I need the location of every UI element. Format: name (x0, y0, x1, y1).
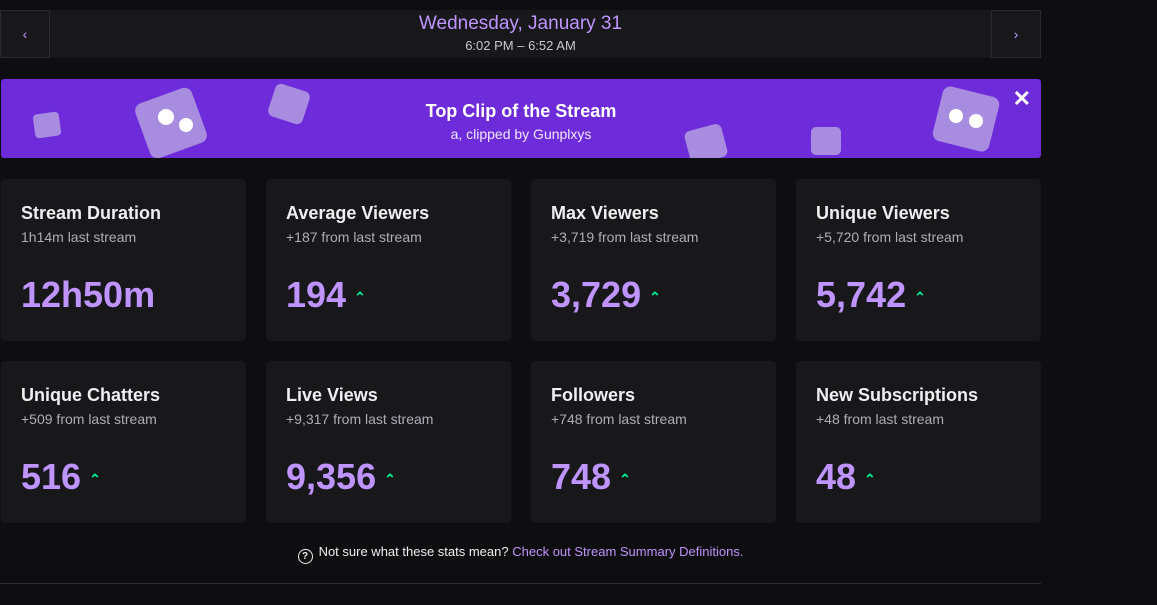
stat-card: Live Views +9,317 from last stream 9,356 ⌃ (266, 361, 511, 523)
stat-comparison: +748 from last stream (551, 411, 687, 427)
stat-card: Max Viewers +3,719 from last stream 3,729 ⌃ (531, 179, 776, 341)
stat-value: 48 ⌃ (816, 456, 876, 498)
trend-up-icon: ⌃ (89, 470, 101, 487)
trend-up-icon: ⌃ (864, 470, 876, 487)
stream-time: 6:02 PM – 6:52 AM (465, 38, 576, 53)
prev-button[interactable]: ‹ (0, 10, 50, 58)
banner-art (32, 83, 1000, 158)
stat-card: Stream Duration 1h14m last stream 12h50m (1, 179, 246, 341)
stat-comparison: +5,720 from last stream (816, 229, 964, 245)
stat-value: 5,742 ⌃ (816, 274, 926, 316)
stat-number: 48 (816, 456, 857, 497)
help-footer: ? Not sure what these stats mean? Check o… (0, 544, 1041, 564)
stat-number: 516 (21, 456, 82, 497)
stat-value: 748 ⌃ (551, 456, 631, 498)
stat-title: Unique Chatters (21, 385, 161, 405)
clip-banner[interactable]: Top Clip of the Stream a, clipped by Gun… (1, 79, 1041, 158)
stat-card: New Subscriptions +48 from last stream 48 ⌃ (796, 361, 1041, 523)
stat-title: Followers (551, 385, 636, 405)
stat-comparison: +3,719 from last stream (551, 229, 699, 245)
trend-up-icon: ⌃ (354, 288, 366, 305)
stat-title: Live Views (286, 385, 378, 405)
stat-value: 9,356 ⌃ (286, 456, 396, 498)
stat-number: 748 (551, 456, 612, 497)
stat-title: Max Viewers (551, 203, 659, 223)
stat-value: 3,729 ⌃ (551, 274, 661, 316)
definitions-link[interactable]: Check out Stream Summary Definitions. (512, 544, 744, 559)
stat-title: Stream Duration (21, 203, 162, 223)
trend-up-icon: ⌃ (914, 288, 926, 305)
stat-number: 12h50m (21, 274, 156, 315)
stat-title: Unique Viewers (816, 203, 950, 223)
close-button[interactable]: ✕ (1012, 86, 1031, 111)
stat-card: Unique Chatters +509 from last stream 516 ⌃ (1, 361, 246, 523)
stat-number: 5,742 (816, 274, 907, 315)
banner-title: Top Clip of the Stream (425, 101, 617, 121)
stat-number: 194 (286, 274, 347, 315)
stat-number: 3,729 (551, 274, 642, 315)
trend-up-icon: ⌃ (619, 470, 631, 487)
stat-number: 9,356 (286, 456, 377, 497)
help-icon: ? (297, 549, 313, 564)
stat-value: 516 ⌃ (21, 456, 101, 498)
stat-value: 194 ⌃ (286, 274, 366, 316)
stat-title: New Subscriptions (816, 385, 979, 405)
banner-subtitle: a, clipped by Gunplxys (450, 126, 592, 142)
stat-comparison: 1h14m last stream (21, 229, 137, 245)
stat-card: Average Viewers +187 from last stream 194 ⌃ (266, 179, 511, 341)
stat-comparison: +9,317 from last stream (286, 411, 434, 427)
trend-up-icon: ⌃ (649, 288, 661, 305)
stat-comparison: +187 from last stream (286, 229, 422, 245)
help-question: Not sure what these stats mean? (318, 544, 509, 559)
stat-card: Unique Viewers +5,720 from last stream 5,7… (796, 179, 1041, 341)
stat-comparison: +509 from last stream (21, 411, 157, 427)
next-button[interactable]: › (991, 10, 1041, 58)
stat-comparison: +48 from last stream (816, 411, 944, 427)
stream-date: Wednesday, January 31 (418, 13, 623, 34)
trend-up-icon: ⌃ (384, 470, 396, 487)
stat-value: 12h50m (21, 274, 155, 316)
divider (0, 583, 1041, 584)
date-header: ‹ Wednesday, January 31 6:02 PM – 6:52 A… (0, 10, 1041, 58)
stat-title: Average Viewers (286, 203, 430, 223)
stat-card: Followers +748 from last stream 748 ⌃ (531, 361, 776, 523)
